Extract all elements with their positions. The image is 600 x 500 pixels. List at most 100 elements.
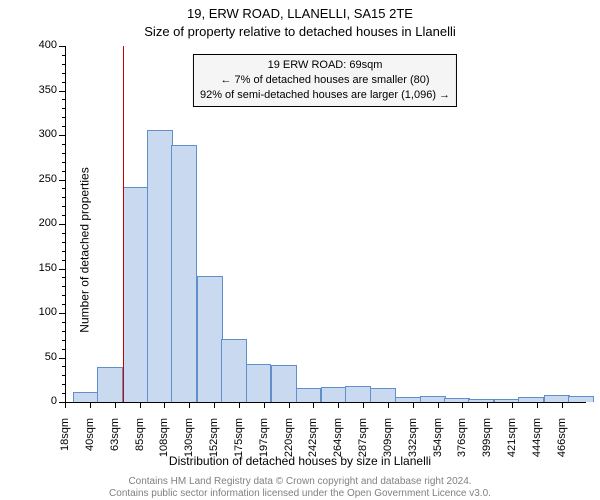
x-tick-label: 152sqm xyxy=(208,418,220,468)
x-tick-label: 332sqm xyxy=(407,418,419,468)
x-tick xyxy=(413,402,414,408)
x-tick-label: 220sqm xyxy=(283,418,295,468)
x-tick xyxy=(214,402,215,408)
x-tick xyxy=(512,402,513,408)
x-tick xyxy=(239,402,240,408)
y-minor-tick xyxy=(62,393,65,394)
copyright-line1: Contains HM Land Registry data © Crown c… xyxy=(0,476,600,487)
histogram-bar xyxy=(494,399,520,402)
histogram-bar xyxy=(171,145,197,402)
y-minor-tick xyxy=(62,99,65,100)
y-tick-label: 350 xyxy=(27,84,57,96)
x-tick-label: 85sqm xyxy=(134,418,146,468)
histogram-bar xyxy=(370,388,396,402)
x-tick-label: 309sqm xyxy=(382,418,394,468)
y-minor-tick xyxy=(62,171,65,172)
annotation-line3: 92% of semi-detached houses are larger (… xyxy=(200,88,450,103)
y-minor-tick xyxy=(62,251,65,252)
histogram-bar xyxy=(246,364,272,402)
histogram-bar xyxy=(568,396,594,402)
histogram-bar xyxy=(395,397,421,402)
x-tick xyxy=(65,402,66,408)
x-tick xyxy=(140,402,141,408)
histogram-bar xyxy=(123,187,149,402)
y-minor-tick xyxy=(62,82,65,83)
y-minor-tick xyxy=(62,64,65,65)
x-tick-label: 18sqm xyxy=(59,418,71,468)
y-tick-label: 100 xyxy=(27,306,57,318)
y-tick xyxy=(59,313,65,314)
histogram-bar xyxy=(147,130,173,402)
y-minor-tick xyxy=(62,206,65,207)
y-minor-tick xyxy=(62,286,65,287)
y-tick-label: 0 xyxy=(27,395,57,407)
y-minor-tick xyxy=(62,277,65,278)
y-minor-tick xyxy=(62,126,65,127)
y-tick-label: 300 xyxy=(27,128,57,140)
x-tick-label: 354sqm xyxy=(432,418,444,468)
y-minor-tick xyxy=(62,144,65,145)
x-tick xyxy=(537,402,538,408)
y-tick xyxy=(59,91,65,92)
y-minor-tick xyxy=(62,375,65,376)
y-minor-tick xyxy=(62,73,65,74)
histogram-bar xyxy=(518,397,544,402)
x-tick-label: 376sqm xyxy=(456,418,468,468)
histogram-bar xyxy=(73,392,99,402)
y-tick xyxy=(59,358,65,359)
x-tick-label: 444sqm xyxy=(531,418,543,468)
x-tick-label: 399sqm xyxy=(481,418,493,468)
y-minor-tick xyxy=(62,162,65,163)
annotation-line1: 19 ERW ROAD: 69sqm xyxy=(200,58,450,73)
y-minor-tick xyxy=(62,331,65,332)
y-tick-label: 50 xyxy=(27,351,57,363)
histogram-bar xyxy=(221,339,247,402)
y-tick-label: 250 xyxy=(27,173,57,185)
y-minor-tick xyxy=(62,242,65,243)
y-tick xyxy=(59,46,65,47)
annotation-line2: ← 7% of detached houses are smaller (80) xyxy=(200,73,450,88)
chart-title-line2: Size of property relative to detached ho… xyxy=(0,24,600,39)
y-tick-label: 200 xyxy=(27,217,57,229)
x-tick xyxy=(189,402,190,408)
histogram-bar xyxy=(345,386,371,402)
copyright-line2: Contains public sector information licen… xyxy=(0,488,600,499)
x-tick xyxy=(487,402,488,408)
x-tick xyxy=(438,402,439,408)
histogram-bar xyxy=(444,398,470,402)
x-tick-label: 421sqm xyxy=(506,418,518,468)
x-tick-label: 197sqm xyxy=(258,418,270,468)
y-tick xyxy=(59,269,65,270)
histogram-bar xyxy=(97,367,123,402)
histogram-bar xyxy=(468,399,494,402)
y-minor-tick xyxy=(62,366,65,367)
y-minor-tick xyxy=(62,233,65,234)
histogram-bar xyxy=(544,395,570,402)
y-minor-tick xyxy=(62,117,65,118)
y-minor-tick xyxy=(62,197,65,198)
y-minor-tick xyxy=(62,55,65,56)
x-tick-label: 287sqm xyxy=(357,418,369,468)
histogram-bar xyxy=(296,388,322,402)
y-tick xyxy=(59,224,65,225)
x-tick xyxy=(462,402,463,408)
x-tick xyxy=(289,402,290,408)
x-tick-label: 130sqm xyxy=(183,418,195,468)
y-minor-tick xyxy=(62,108,65,109)
x-tick-label: 466sqm xyxy=(556,418,568,468)
y-minor-tick xyxy=(62,304,65,305)
y-minor-tick xyxy=(62,188,65,189)
y-minor-tick xyxy=(62,295,65,296)
chart-title-line1: 19, ERW ROAD, LLANELLI, SA15 2TE xyxy=(0,6,600,21)
x-tick xyxy=(90,402,91,408)
x-tick xyxy=(264,402,265,408)
x-tick xyxy=(363,402,364,408)
annotation-box: 19 ERW ROAD: 69sqm← 7% of detached house… xyxy=(193,54,457,107)
y-minor-tick xyxy=(62,215,65,216)
x-tick-label: 175sqm xyxy=(233,418,245,468)
x-tick xyxy=(562,402,563,408)
y-tick xyxy=(59,180,65,181)
x-tick-label: 264sqm xyxy=(332,418,344,468)
x-tick-label: 40sqm xyxy=(84,418,96,468)
x-tick xyxy=(338,402,339,408)
